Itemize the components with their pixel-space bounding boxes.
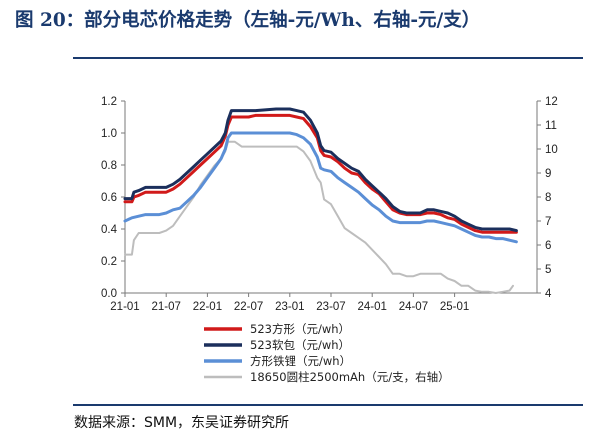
y-right-tick-label: 4: [545, 288, 552, 300]
title-rule: [73, 57, 583, 59]
x-tick-label: 25-01: [440, 301, 469, 313]
x-tick-label: 23-07: [316, 301, 345, 313]
x-tick-label: 23-01: [275, 301, 304, 313]
y-left-tick-label: 0.2: [101, 256, 117, 268]
y-right-tick-label: 7: [545, 216, 551, 228]
chart-axes: 0.0 0.2 0.4 0.6 0.8 1.0 1.2 4 5 6 7 8 9 10 11 12 21-01 21…: [101, 96, 558, 313]
y-right-tick-label: 8: [545, 192, 551, 204]
series-line-2: [123, 131, 518, 244]
source-rule: [73, 404, 583, 406]
y-right-tick-label: 11: [545, 120, 557, 132]
y-right-tick-label: 9: [545, 168, 551, 180]
y-right-tick-label: 6: [545, 240, 551, 252]
y-right-tick-label: 12: [545, 96, 558, 108]
y-left-tick-label: 1.0: [101, 128, 117, 140]
legend-label-0: 523方形（元/wh）: [250, 322, 350, 336]
y-left-tick-label: 0.0: [101, 288, 117, 300]
x-tick-label: 21-01: [110, 301, 139, 313]
y-left-tick-label: 0.4: [101, 224, 118, 236]
x-tick-label: 22-01: [193, 301, 222, 313]
y-right-tick-label: 5: [545, 264, 551, 276]
legend-label-1: 523软包（元/wh）: [250, 338, 350, 352]
x-tick-label: 22-07: [234, 301, 263, 313]
x-tick-label: 24-01: [357, 301, 386, 313]
x-tick-label: 24-07: [399, 301, 428, 313]
legend-label-3: 18650圆柱2500mAh（元/支，右轴）: [250, 370, 450, 384]
series-line-3: [124, 140, 514, 294]
y-left-tick-label: 1.2: [101, 96, 117, 108]
legend-label-2: 方形铁锂（元/wh）: [250, 354, 351, 368]
chart-series: [123, 107, 518, 294]
source-note: 数据来源：SMM，东吴证券研究所: [74, 415, 290, 431]
figure-title: 图 20：部分电芯价格走势（左轴-元/Wh、右轴-元/支）: [15, 10, 481, 31]
series-line-1: [123, 107, 518, 233]
x-tick-label: 21-07: [151, 301, 180, 313]
series-line-0: [123, 113, 518, 234]
chart-legend: 523方形（元/wh） 523软包（元/wh） 方形铁锂（元/wh） 18650圆柱2…: [204, 322, 450, 384]
y-left-tick-label: 0.6: [101, 192, 117, 204]
y-right-tick-label: 10: [545, 144, 558, 156]
y-left-tick-label: 0.8: [101, 160, 117, 172]
